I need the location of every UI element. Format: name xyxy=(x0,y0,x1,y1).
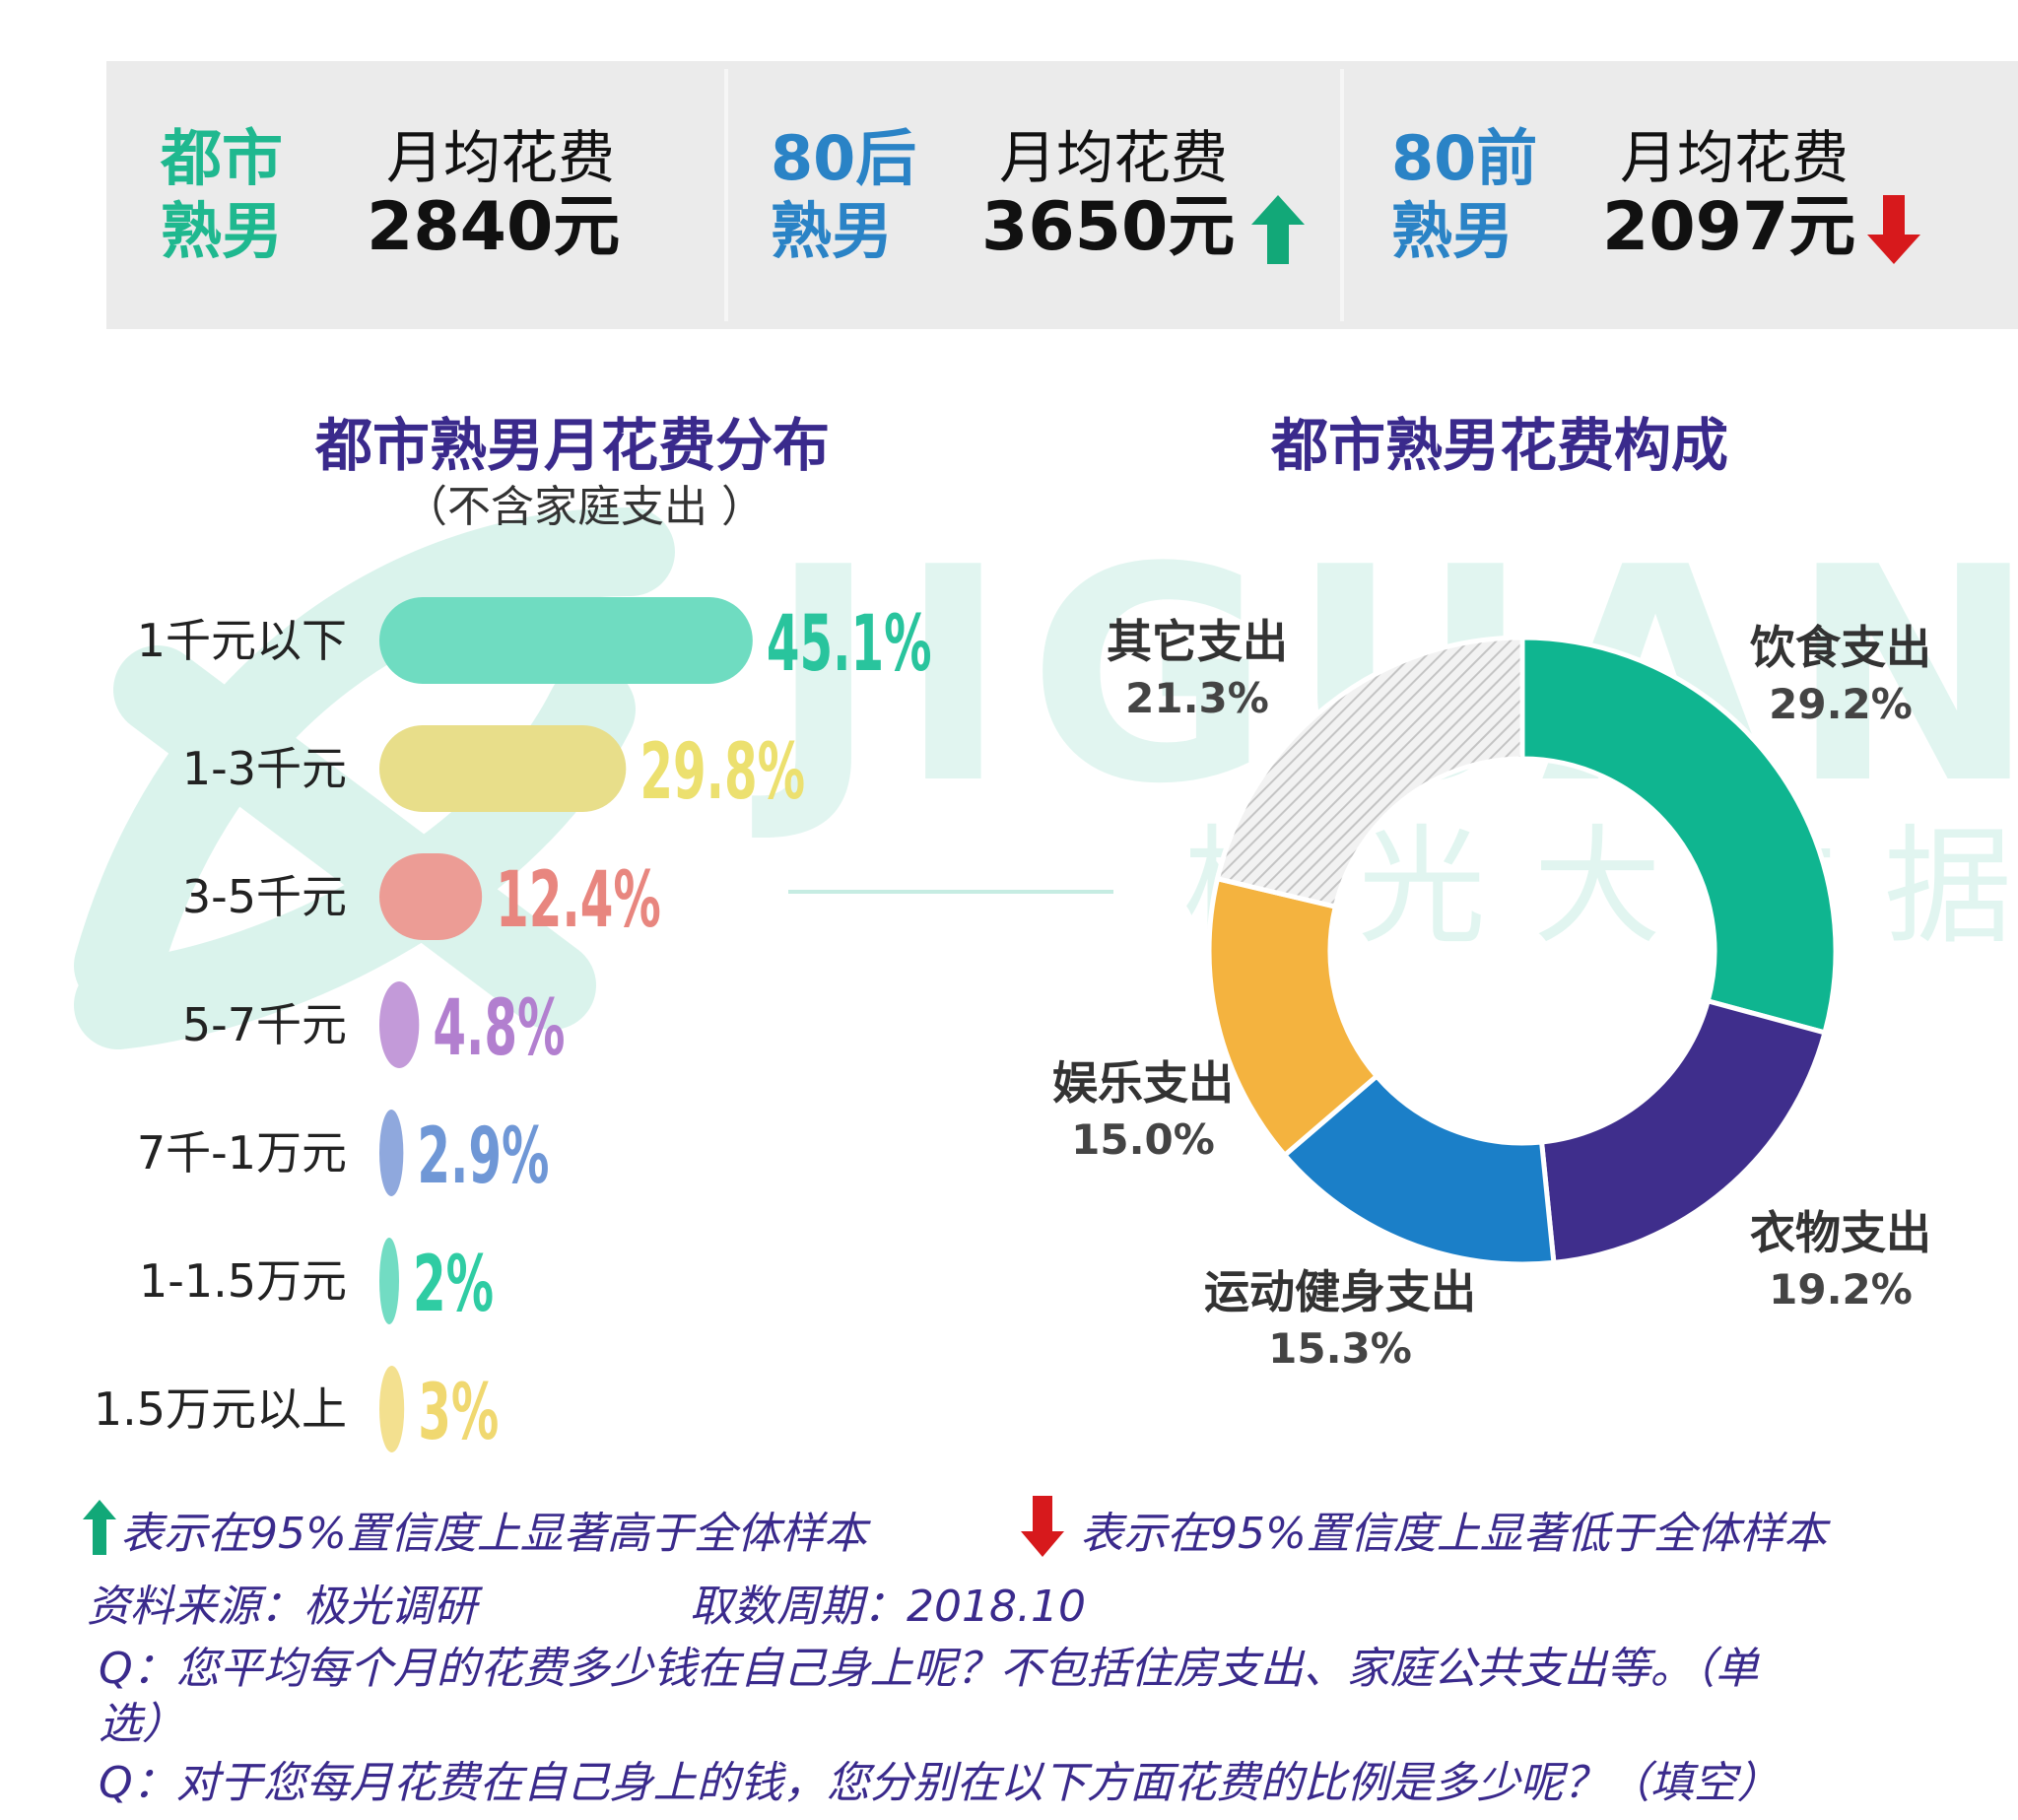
stat-pre80-label: 80前 熟男 xyxy=(1391,122,1538,267)
bar-category-label: 5-7千元 xyxy=(182,998,347,1051)
bar xyxy=(379,853,483,940)
legend-up-text: 表示在95%置信度上显著高于全体样本 xyxy=(120,1509,867,1559)
donut-slice-0 xyxy=(1519,635,1839,1037)
arrow-down-icon xyxy=(1867,195,1920,264)
bar xyxy=(379,1238,399,1324)
donut-chart-title: 都市熟男花费构成 xyxy=(1271,412,1729,479)
bar-value-label: 45.1% xyxy=(767,600,932,689)
legend-down-arrow-icon xyxy=(1021,1496,1064,1557)
arrow-up-icon xyxy=(1251,195,1305,264)
bar xyxy=(379,597,753,684)
question-2: Q：对于您每月花费在自己身上的钱，您分别在以下方面花费的比例是多少呢？（填空） xyxy=(99,1758,1781,1808)
bar-category-label: 1.5万元以上 xyxy=(94,1382,347,1436)
donut-label-sports: 运动健身支出 15.3% xyxy=(1204,1265,1476,1373)
bar-chart-subtitle: （不含家庭支出 ） xyxy=(404,482,765,532)
period-text: 取数周期：2018.10 xyxy=(690,1582,1086,1632)
stat-post80-word: 月均花费 xyxy=(999,124,1229,191)
donut-label-food: 饮食支出 29.2% xyxy=(1750,621,1931,728)
donut-slice-3 xyxy=(1206,875,1380,1159)
stat-pre80-value: 2097元 xyxy=(1602,188,1856,266)
bar-value-label: 12.4% xyxy=(496,856,661,945)
stat-urban-word: 月均花费 xyxy=(386,124,616,191)
legend-down-text: 表示在95%置信度上显著低于全体样本 xyxy=(1080,1509,1827,1559)
bar-category-label: 1千元以下 xyxy=(137,614,347,667)
spending-distribution-bar-chart: 1千元以下 45.1% 1-3千元 29.8% 3-5千元 12.4% 5-7千元 4.8% 7… xyxy=(94,597,932,1457)
bar-value-label: 2% xyxy=(413,1241,494,1329)
legend-up-arrow-icon xyxy=(83,1500,116,1555)
stat-urban-value: 2840元 xyxy=(367,188,621,266)
bar-category-label: 1-3千元 xyxy=(182,742,347,795)
band-divider xyxy=(724,69,728,321)
bar-category-label: 1-1.5万元 xyxy=(139,1254,347,1308)
bar-value-label: 4.8% xyxy=(433,984,565,1073)
bar-category-label: 3-5千元 xyxy=(182,870,347,923)
stat-post80-value: 3650元 xyxy=(981,188,1236,266)
bar-chart-title: 都市熟男月花费分布 xyxy=(315,412,831,479)
donut-label-clothing: 衣物支出 19.2% xyxy=(1750,1206,1931,1314)
bar-value-label: 3% xyxy=(418,1369,499,1457)
band-divider xyxy=(1340,69,1344,321)
stat-urban-label: 都市 熟男 xyxy=(161,122,284,267)
donut-label-other: 其它支出 21.3% xyxy=(1107,615,1288,722)
bar xyxy=(379,725,627,812)
bar-value-label: 29.8% xyxy=(639,728,805,817)
donut-slice-4 xyxy=(1214,635,1525,910)
donut-label-entertainment: 娱乐支出 15.0% xyxy=(1052,1056,1234,1164)
summary-band xyxy=(106,61,2018,329)
bar xyxy=(379,981,420,1068)
bar xyxy=(379,1110,404,1196)
stat-post80-label: 80后 熟男 xyxy=(771,122,917,267)
stat-pre80-word: 月均花费 xyxy=(1620,124,1850,191)
donut-slice-1 xyxy=(1538,997,1829,1266)
bar xyxy=(379,1366,405,1452)
bar-category-label: 7千-1万元 xyxy=(137,1126,347,1180)
spending-composition-donut-chart xyxy=(1206,635,1839,1267)
question-1: Q：您平均每个月的花费多少钱在自己身上呢？不包括住房支出、家庭公共支出等。（单 … xyxy=(99,1644,1759,1749)
source-text: 资料来源：极光调研 xyxy=(87,1582,477,1632)
bar-value-label: 2.9% xyxy=(417,1112,549,1201)
